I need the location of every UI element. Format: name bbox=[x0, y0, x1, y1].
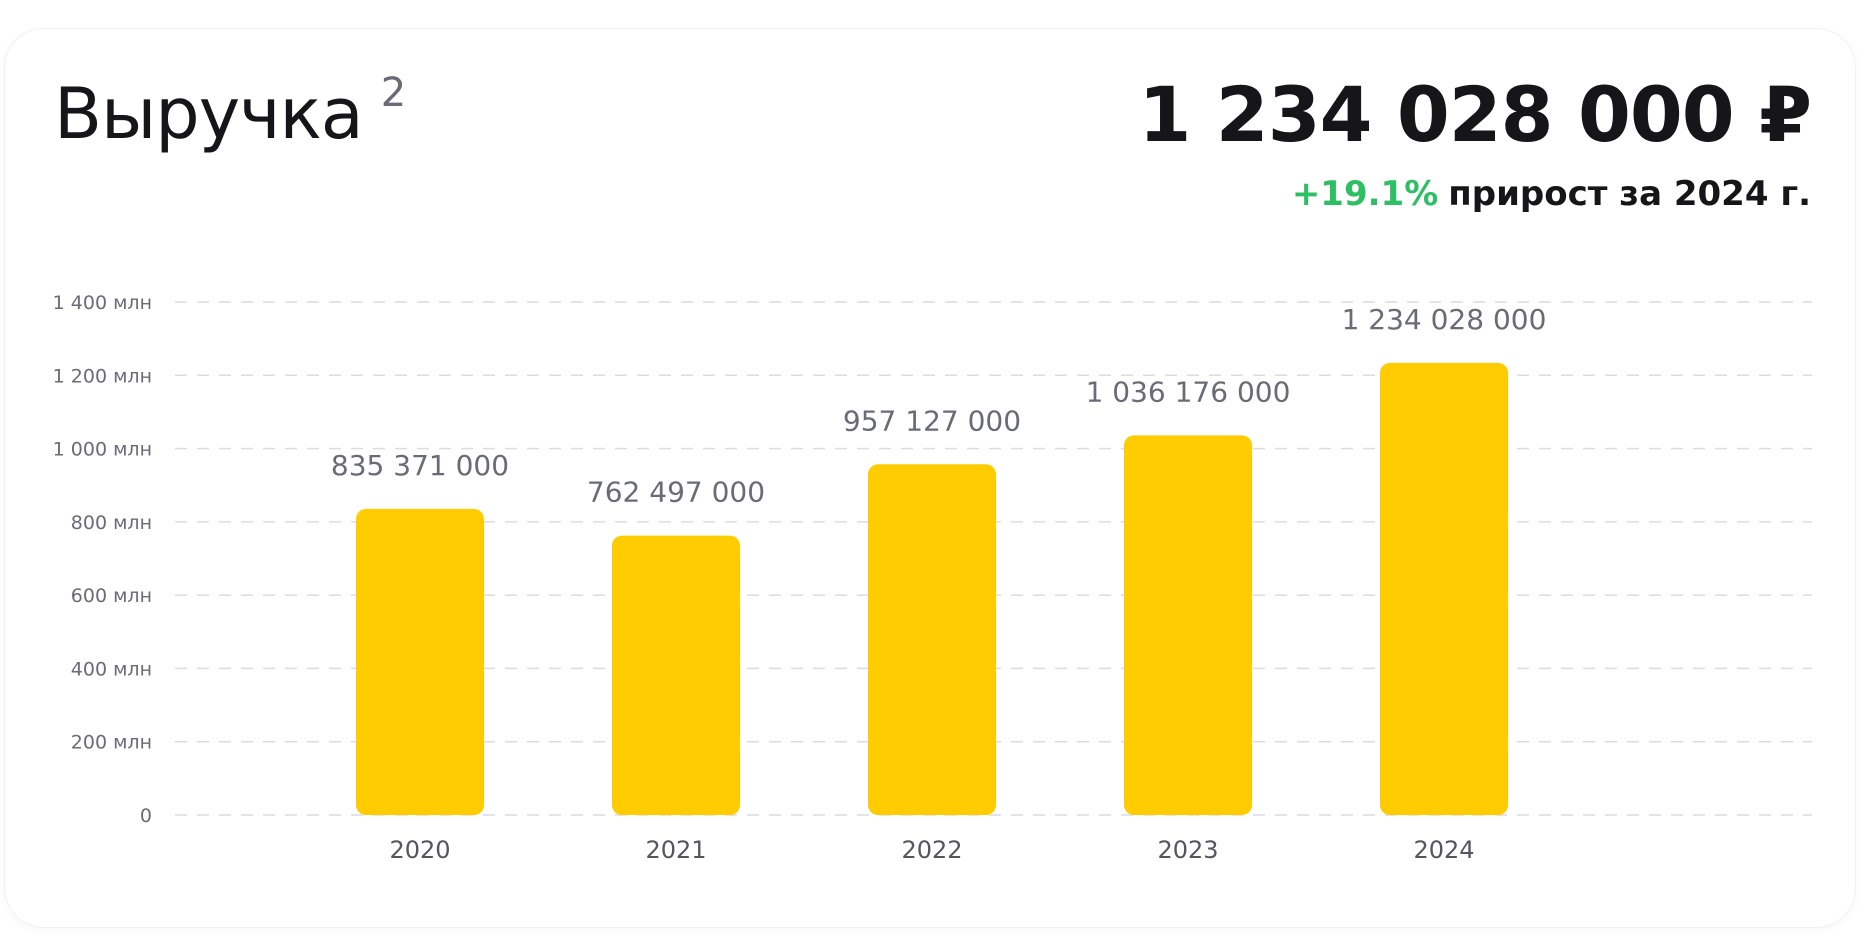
bar bbox=[1124, 435, 1252, 815]
x-tick-label: 2024 bbox=[1413, 836, 1474, 864]
bar bbox=[1380, 362, 1508, 815]
title-text: Выручка bbox=[54, 73, 364, 155]
x-tick-label: 2022 bbox=[901, 836, 962, 864]
growth-percent: +19.1% bbox=[1291, 174, 1439, 214]
y-tick-label: 400 млн bbox=[71, 658, 152, 680]
x-tick-label: 2020 bbox=[389, 836, 450, 864]
footnote-marker[interactable]: 2 bbox=[380, 70, 406, 116]
y-tick-label: 1 000 млн bbox=[53, 439, 152, 461]
y-tick-label: 0 bbox=[140, 805, 152, 827]
bar bbox=[868, 464, 996, 815]
data-label: 1 036 176 000 bbox=[1086, 375, 1291, 408]
growth-text: прирост за 2024 г. bbox=[1448, 174, 1811, 214]
x-tick-label: 2021 bbox=[645, 836, 706, 864]
data-label: 762 497 000 bbox=[587, 476, 765, 509]
data-label: 1 234 028 000 bbox=[1342, 303, 1547, 336]
x-tick-label: 2023 bbox=[1157, 836, 1218, 864]
y-tick-label: 1 200 млн bbox=[53, 365, 152, 387]
bar bbox=[356, 508, 484, 815]
data-label: 957 127 000 bbox=[843, 404, 1021, 437]
growth-summary: +19.1% прирост за 2024 г. bbox=[1292, 174, 1811, 214]
card-title: Выручка 2 bbox=[54, 70, 406, 155]
bar bbox=[612, 535, 740, 815]
total-revenue: 1 234 028 000 ₽ bbox=[1138, 70, 1812, 159]
y-tick-label: 800 млн bbox=[71, 512, 152, 534]
y-tick-label: 600 млн bbox=[71, 585, 152, 607]
data-label: 835 371 000 bbox=[331, 449, 509, 482]
y-tick-label: 1 400 млн bbox=[53, 292, 152, 314]
y-tick-label: 200 млн bbox=[71, 732, 152, 754]
